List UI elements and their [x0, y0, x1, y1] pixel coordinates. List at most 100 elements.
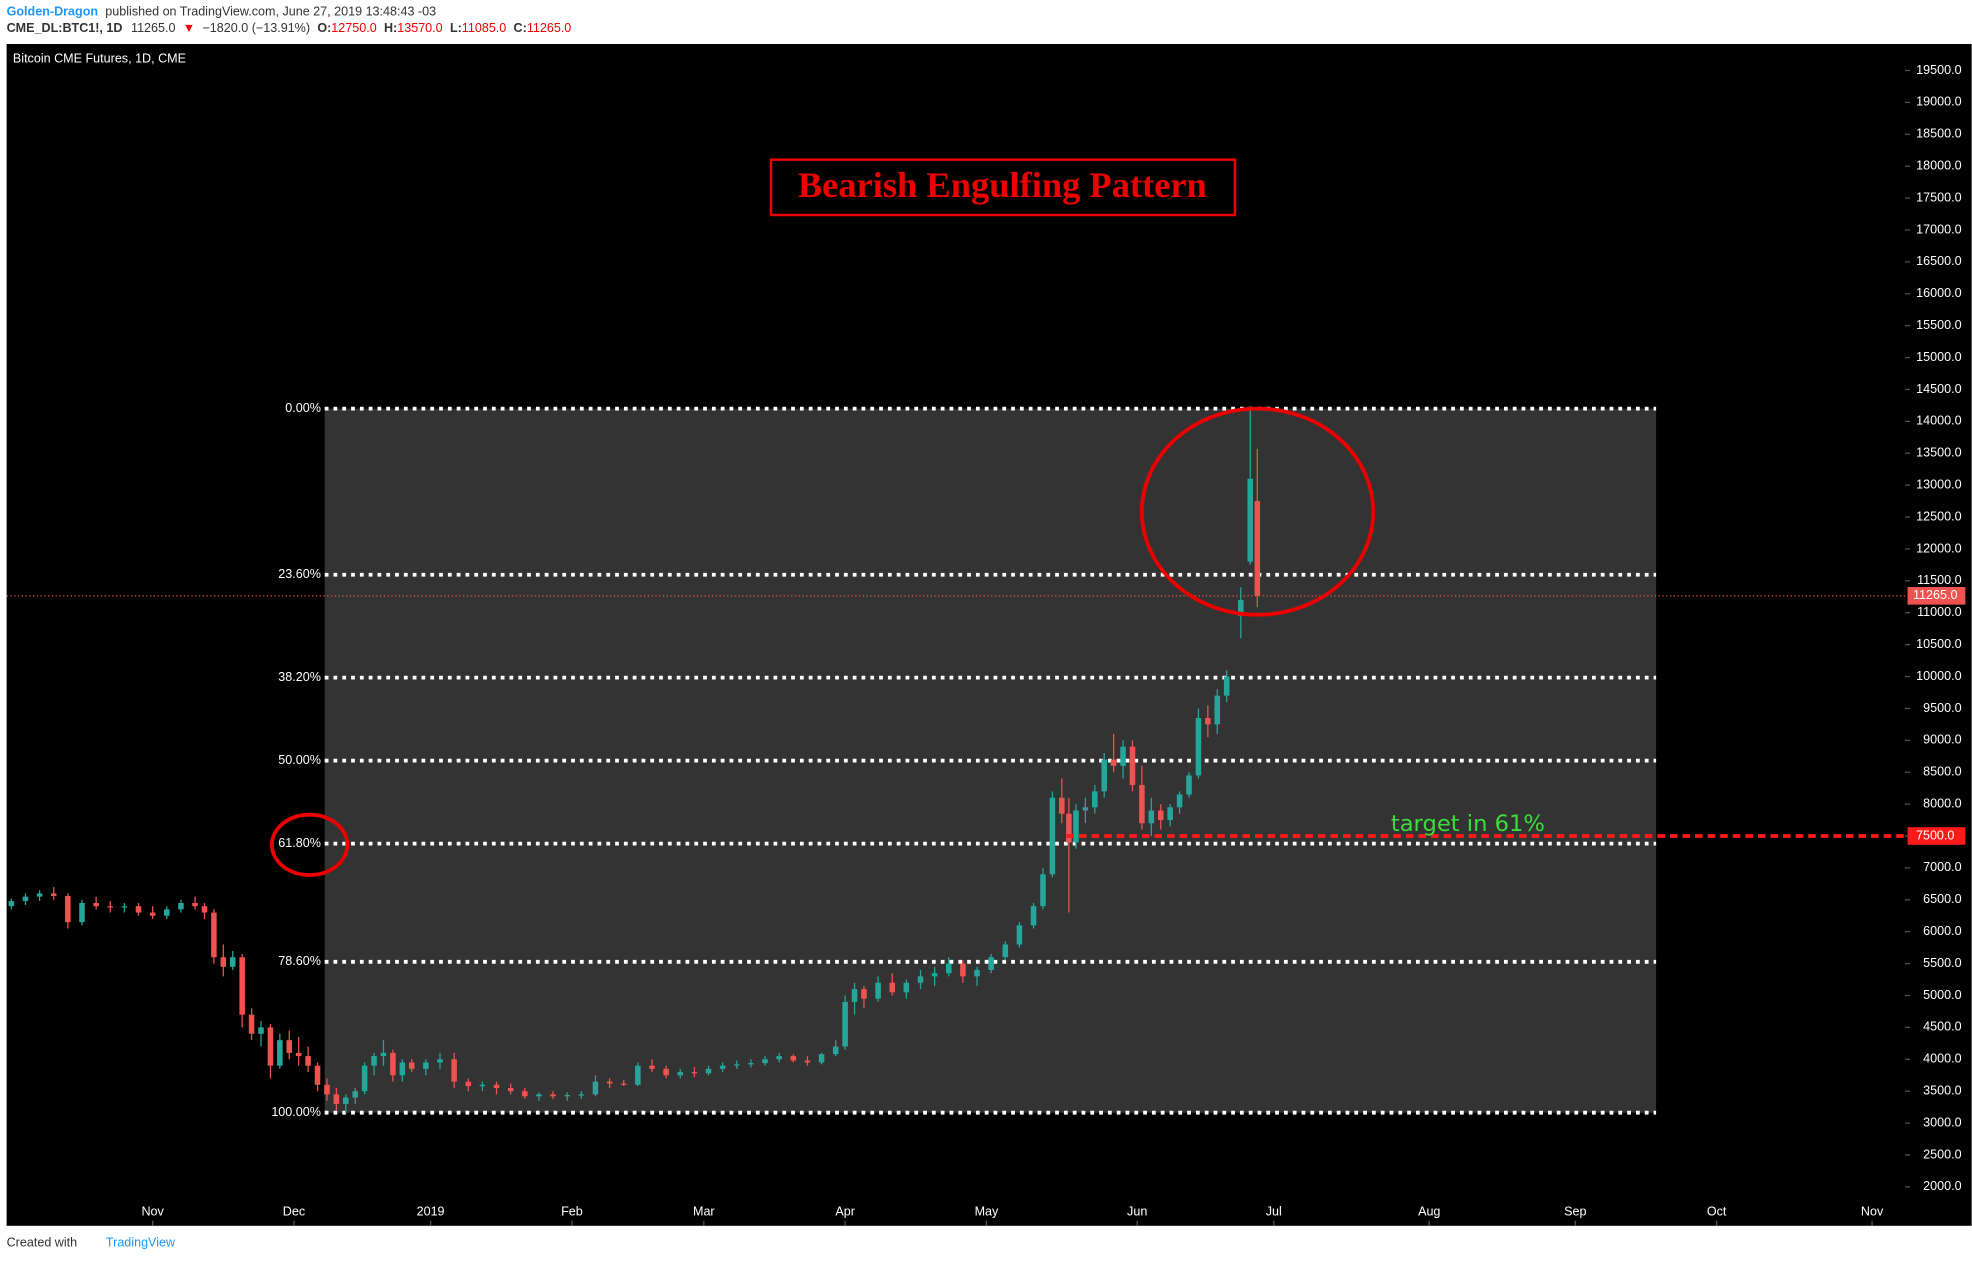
candle-body — [536, 1094, 542, 1097]
candle-body — [861, 989, 867, 999]
y-tick-label: 10000.0 — [1916, 669, 1961, 683]
y-tick-label: 17500.0 — [1916, 190, 1961, 204]
candle-body — [1016, 925, 1023, 945]
y-tick-label: 12500.0 — [1916, 509, 1961, 523]
candle-body — [988, 957, 994, 970]
candle-body — [149, 912, 156, 916]
candle-body — [93, 902, 99, 907]
candle-body — [437, 1059, 443, 1063]
header-line: Golden-Dragon published on TradingView.c… — [7, 5, 437, 19]
fib-label: 38.20% — [278, 670, 321, 684]
fib-label: 23.60% — [278, 567, 321, 581]
y-tick-label: 13000.0 — [1916, 477, 1961, 491]
candle-body — [8, 901, 15, 907]
candle-body — [719, 1065, 726, 1069]
candle-body — [1030, 906, 1037, 926]
fib-label: 61.80% — [278, 836, 321, 850]
candle-body — [550, 1094, 556, 1097]
x-tick-label: Mar — [693, 1204, 715, 1218]
candle-body — [1066, 813, 1072, 843]
candle-body — [1247, 478, 1254, 562]
candle-body — [734, 1064, 740, 1066]
candle-body — [1254, 501, 1261, 596]
candle-body — [493, 1084, 500, 1089]
candle-body — [1186, 775, 1192, 795]
y-tick-label: 16000.0 — [1916, 286, 1961, 300]
y-tick-label: 9500.0 — [1923, 701, 1961, 715]
y-tick-label: 3000.0 — [1923, 1115, 1961, 1129]
y-tick-label: 14000.0 — [1916, 414, 1961, 428]
y-tick-label: 11000.0 — [1917, 605, 1961, 619]
candle-body — [1176, 794, 1183, 808]
annotation-box — [769, 158, 1237, 217]
published: published on TradingView.com, June 27, 2… — [105, 5, 436, 19]
fib-label: 78.60% — [278, 954, 321, 968]
candle-body — [277, 1040, 283, 1066]
y-tick-label: 7000.0 — [1923, 860, 1961, 874]
candle-body — [1082, 807, 1089, 811]
l: 11085.0 — [462, 21, 506, 35]
candle-body — [677, 1072, 684, 1076]
y-tick-label: 13500.0 — [1916, 446, 1961, 460]
candle-body — [592, 1081, 599, 1095]
candle-body — [917, 976, 924, 983]
y-tick-label: 5500.0 — [1923, 956, 1961, 970]
footer-brand[interactable]: TradingView — [106, 1236, 176, 1250]
candle-body — [220, 957, 227, 967]
target-box — [1907, 827, 1966, 845]
y-tick-label: 12000.0 — [1916, 541, 1961, 555]
candle-body — [1073, 810, 1079, 843]
candle-body — [851, 989, 858, 1002]
y-tick-label: 5000.0 — [1923, 988, 1961, 1002]
highlight-ellipse — [270, 812, 350, 877]
candle-body — [305, 1056, 311, 1066]
y-tick-label: 15500.0 — [1916, 318, 1961, 332]
candle-body — [371, 1056, 377, 1066]
x-tick-label: Dec — [283, 1204, 305, 1218]
candle-body — [507, 1088, 514, 1092]
candle-body — [65, 895, 71, 923]
y-tick-label: 19000.0 — [1916, 95, 1961, 109]
candle-body — [522, 1091, 528, 1097]
target-text: target in 61% — [1391, 811, 1545, 837]
candle-body — [945, 963, 952, 974]
candle-body — [1195, 717, 1202, 776]
candle-body — [451, 1059, 457, 1082]
candle-body — [606, 1081, 613, 1084]
h-label: H: — [384, 21, 397, 35]
candle-body — [620, 1083, 627, 1085]
candle-body — [1238, 599, 1244, 616]
candle-body — [804, 1060, 811, 1063]
candle-body — [178, 902, 184, 910]
candle-body — [164, 909, 170, 916]
x-tick-label: Feb — [561, 1204, 583, 1218]
candle-body — [1139, 784, 1145, 824]
candle-body — [705, 1068, 712, 1074]
chart-title: Bitcoin CME Futures, 1D, CME — [13, 51, 186, 65]
candle-body — [267, 1027, 274, 1066]
y-tick-label: 19500.0 — [1916, 63, 1961, 77]
candle-body — [974, 969, 980, 977]
author[interactable]: Golden-Dragon — [7, 5, 98, 19]
y-tick-label: 9000.0 — [1923, 733, 1961, 747]
x-tick-label: Jun — [1127, 1204, 1147, 1218]
candle-body — [135, 906, 142, 913]
last-price-label: 11265.0 — [1913, 588, 1957, 602]
last: 11265.0 — [131, 21, 175, 35]
x-tick-label: Oct — [1707, 1204, 1727, 1218]
candle-body — [79, 902, 85, 923]
change: −1820.0 (−13.91%) — [202, 21, 310, 35]
candle-body — [1129, 746, 1136, 785]
y-tick-label: 15000.0 — [1916, 350, 1961, 364]
candle-body — [748, 1063, 754, 1065]
x-tick-label: Sep — [1564, 1204, 1586, 1218]
candle-body — [423, 1062, 429, 1069]
plot: 0.00% 23.60% 38.20% 50.00% 61.80% 78.60% 100.0… — [6, 63, 1966, 1226]
candle-body — [295, 1052, 302, 1057]
candle-body — [380, 1052, 387, 1057]
y-tick-label: 18000.0 — [1916, 158, 1961, 172]
direction: ▼ — [183, 21, 195, 35]
fib-label: 50.00% — [278, 753, 321, 767]
candle-body — [790, 1056, 797, 1061]
